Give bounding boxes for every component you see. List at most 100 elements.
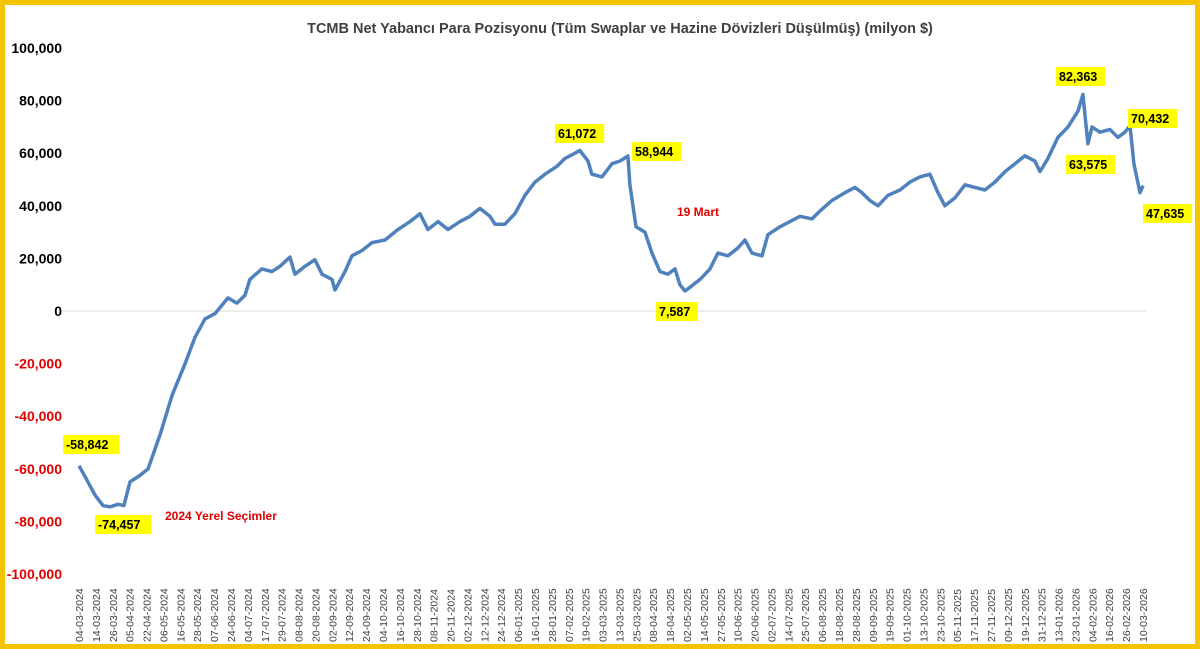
x-tick-label: 09-09-2025: [868, 588, 880, 642]
x-tick-label: 08-04-2025: [648, 588, 660, 642]
note-19-mart: 19 Mart: [677, 205, 719, 219]
x-tick-label: 06-05-2024: [158, 588, 170, 642]
data-label-highlight: [1128, 109, 1178, 128]
x-tick-label: 24-06-2024: [226, 588, 238, 642]
x-tick-label: 17-07-2024: [260, 588, 272, 642]
note-local-elections: 2024 Yerel Seçimler: [165, 509, 277, 523]
x-tick-label: 14-05-2025: [699, 588, 711, 642]
data-label-text: 82,363: [1059, 70, 1097, 84]
x-tick-label: 16-01-2025: [530, 588, 542, 642]
data-label-highlight: [632, 142, 682, 161]
x-tick-label: 16-10-2024: [395, 588, 407, 642]
x-tick-label: 12-09-2024: [344, 588, 356, 642]
data-label-highlight: [63, 435, 120, 454]
x-tick-label: 04-02-2026: [1087, 588, 1099, 642]
series-line: [77, 92, 1145, 509]
x-tick-label: 10-03-2026: [1138, 588, 1150, 642]
x-tick-label: 14-07-2025: [783, 588, 795, 642]
x-tick-label: 01-10-2025: [902, 588, 914, 642]
x-tick-label: 10-06-2025: [733, 588, 745, 642]
x-tick-label: 08-08-2024: [294, 588, 306, 642]
data-label-highlight: [1056, 67, 1106, 86]
x-tick-label: 20-11-2024: [446, 589, 458, 642]
x-tick-label: 13-10-2025: [918, 588, 930, 642]
x-tick-label: 28-01-2025: [547, 588, 559, 642]
data-label-text: -58,842: [66, 438, 108, 452]
y-tick-label: -20,000: [15, 356, 63, 372]
x-tick-label: 26-02-2026: [1121, 588, 1133, 642]
x-tick-label: 13-01-2026: [1054, 588, 1066, 642]
x-tick-label: 26-03-2024: [108, 588, 120, 642]
x-tick-label: 05-11-2025: [952, 589, 964, 642]
y-tick-label: -100,000: [7, 566, 62, 582]
x-tick-label: 25-07-2025: [800, 588, 812, 642]
x-tick-label: 29-07-2024: [277, 588, 289, 642]
data-label: 70,432: [1128, 109, 1178, 128]
data-label: -58,842: [63, 435, 120, 454]
y-tick-label: 80,000: [19, 93, 62, 109]
x-tick-label: 19-12-2025: [1020, 588, 1032, 642]
x-tick-label: 24-12-2024: [496, 588, 508, 642]
x-tick-label: 24-09-2024: [361, 588, 373, 642]
x-tick-label: 12-12-2024: [479, 588, 491, 642]
x-tick-label: 31-12-2025: [1037, 588, 1049, 642]
data-label-highlight: [656, 302, 698, 321]
data-label-text: 58,944: [635, 145, 673, 159]
y-tick-label: 0: [54, 303, 62, 319]
data-label-text: 7,587: [659, 305, 690, 319]
x-tick-label: 03-03-2025: [598, 588, 610, 642]
data-label: 61,072: [555, 124, 605, 143]
x-tick-label: 27-11-2025: [986, 589, 998, 642]
data-label-text: 47,635: [1146, 207, 1184, 221]
x-tick-label: 25-03-2025: [631, 588, 643, 642]
x-tick-label: 07-06-2024: [209, 588, 221, 642]
x-tick-label: 02-09-2024: [327, 588, 339, 642]
x-tick-label: 20-08-2024: [310, 588, 322, 642]
x-tick-label: 04-03-2024: [74, 588, 86, 642]
x-tick-label: 18-04-2025: [665, 588, 677, 642]
x-tick-label: 13-03-2025: [614, 588, 626, 642]
x-tick-label: 16-02-2026: [1104, 588, 1116, 642]
x-tick-label: 28-05-2024: [192, 588, 204, 642]
x-tick-label: 22-04-2024: [142, 588, 154, 642]
x-tick-label: 08-11-2024: [429, 589, 441, 642]
x-tick-label: 09-12-2025: [1003, 588, 1015, 642]
x-tick-label: 28-08-2025: [851, 588, 863, 642]
data-label-text: 70,432: [1131, 112, 1169, 126]
data-label-text: 61,072: [558, 127, 596, 141]
x-tick-label: 04-07-2024: [243, 588, 255, 642]
y-tick-label: -80,000: [15, 513, 63, 529]
x-tick-label: 06-01-2025: [513, 588, 525, 642]
x-tick-label: 02-05-2025: [682, 588, 694, 642]
x-tick-label: 02-07-2025: [766, 588, 778, 642]
y-tick-label: 60,000: [19, 145, 62, 161]
x-tick-label: 05-04-2024: [125, 588, 137, 642]
x-tick-label: 19-02-2025: [581, 588, 593, 642]
x-tick-label: 04-10-2024: [378, 588, 390, 642]
data-label-highlight: [1066, 155, 1116, 174]
data-label-highlight: [1143, 204, 1193, 223]
x-tick-label: 16-05-2024: [175, 588, 187, 642]
data-label: 63,575: [1066, 155, 1116, 174]
x-tick-label: 02-12-2024: [462, 588, 474, 642]
y-tick-label: 100,000: [11, 40, 62, 56]
data-label-text: 63,575: [1069, 158, 1107, 172]
y-tick-label: -60,000: [15, 461, 63, 477]
x-tick-label: 17-11-2025: [969, 589, 981, 642]
x-tick-label: 14-03-2024: [91, 588, 103, 642]
data-label-highlight: [95, 515, 152, 534]
data-label: 58,944: [632, 142, 682, 161]
x-tick-label: 23-01-2026: [1070, 588, 1082, 642]
data-label: -74,457: [95, 515, 152, 534]
x-tick-label: 07-02-2025: [564, 588, 576, 642]
chart-title: TCMB Net Yabancı Para Pozisyonu (Tüm Swa…: [307, 21, 933, 37]
x-tick-label: 20-06-2025: [750, 588, 762, 642]
x-tick-label: 23-10-2025: [935, 588, 947, 642]
x-tick-label: 19-09-2025: [885, 588, 897, 642]
y-tick-label: -40,000: [15, 408, 63, 424]
y-tick-label: 20,000: [19, 250, 62, 266]
x-tick-label: 28-10-2024: [412, 588, 424, 642]
x-tick-label: 06-08-2025: [817, 588, 829, 642]
data-label: 7,587: [656, 302, 698, 321]
